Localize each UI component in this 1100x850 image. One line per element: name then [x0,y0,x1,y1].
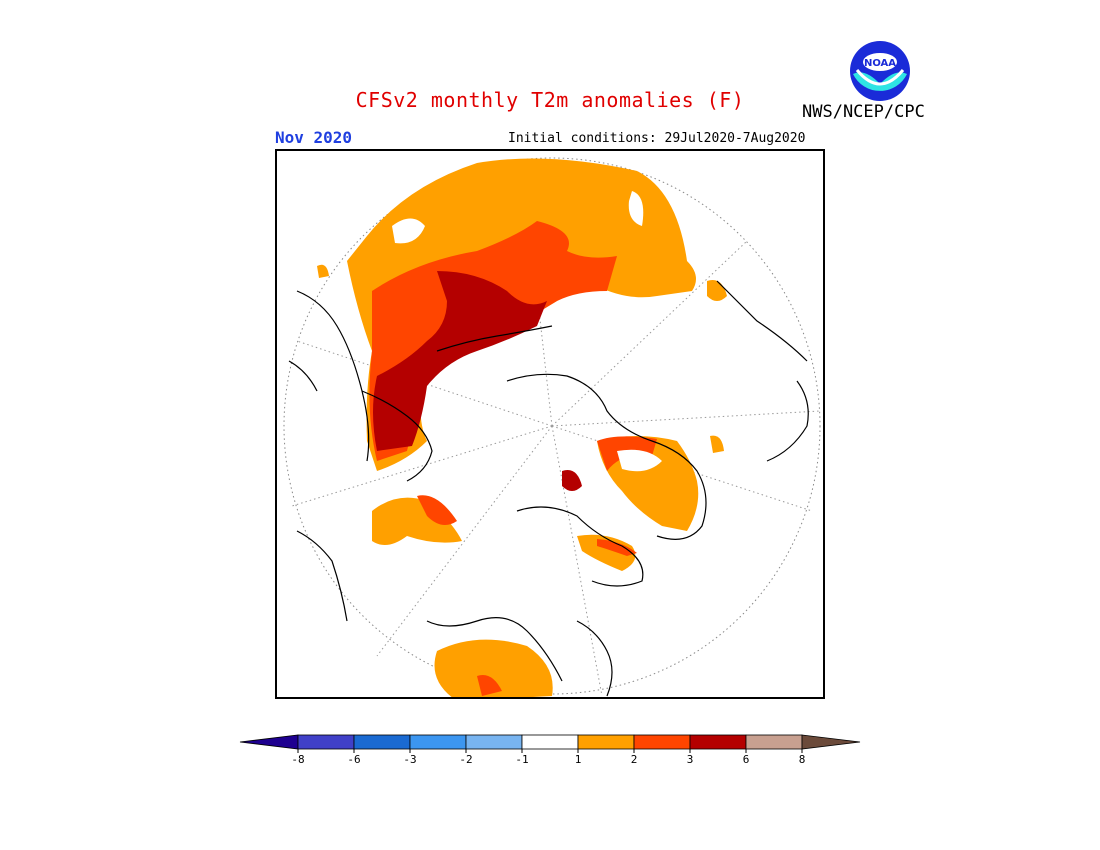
graticule [291,158,821,697]
anomaly-region-canada-red [597,539,637,556]
colorbar-bin-10 [801,734,861,750]
colorbar-bin-5 [521,734,579,750]
anomaly-region-eurasia-3to6 [373,271,547,451]
anomaly-region-ellesmere [562,470,582,491]
polar-map [275,149,825,699]
colorbar-label: 3 [687,753,694,766]
colorbar-label: -3 [403,753,416,766]
anomaly-region-south-red [477,675,502,696]
colorbar-bin-8 [689,734,747,750]
anomaly-region-south [434,639,553,697]
colorbar-label: 6 [743,753,750,766]
colorbar-label: -8 [291,753,304,766]
colorbar-label: -6 [347,753,360,766]
anomaly-gap-alaska [617,449,662,472]
colorbar-label: -1 [515,753,528,766]
colorbar-bin-4 [465,734,523,750]
colorbar-bin-6 [577,734,635,750]
anomaly-blob-west [317,264,329,278]
noaa-logo: NOAA [850,41,910,101]
anomaly-region-atlantic [372,497,462,545]
anomaly-region-eurasia-2to3 [369,221,617,461]
anomaly-blob-east-2 [710,435,724,453]
noaa-logo-text: NOAA [864,58,896,69]
colorbar-bin-1 [297,734,355,750]
anomaly-map-svg [283,157,821,697]
anomaly-gap-2 [628,191,644,226]
colorbar-bin-0 [239,734,299,750]
colorbar-bin-9 [745,734,803,750]
colorbar-bin-3 [409,734,467,750]
map-title: CFSv2 monthly T2m anomalies (F) [355,88,745,112]
colorbar-bin-7 [633,734,691,750]
anomaly-region-atlantic-red [417,495,457,525]
map-boundary [283,157,821,695]
colorbar-label: -2 [459,753,472,766]
anomaly-blob-east-1 [707,280,727,301]
forecast-month: Nov 2020 [275,128,353,147]
anomaly-region-canada [577,534,636,571]
initial-conditions: Initial conditions: 29Jul2020-7Aug2020 [508,131,806,146]
colorbar-label: 2 [631,753,638,766]
coastlines [288,280,809,697]
anomaly-gap-1 [392,218,425,244]
agency-label: NWS/NCEP/CPC [802,102,925,122]
colorbar-label: 1 [575,753,582,766]
colorbar-bin-2 [353,734,411,750]
colorbar-label: 8 [799,753,806,766]
colorbar-legend: -8 -6 -3 -2 -1 1 2 3 6 8 [239,734,861,766]
